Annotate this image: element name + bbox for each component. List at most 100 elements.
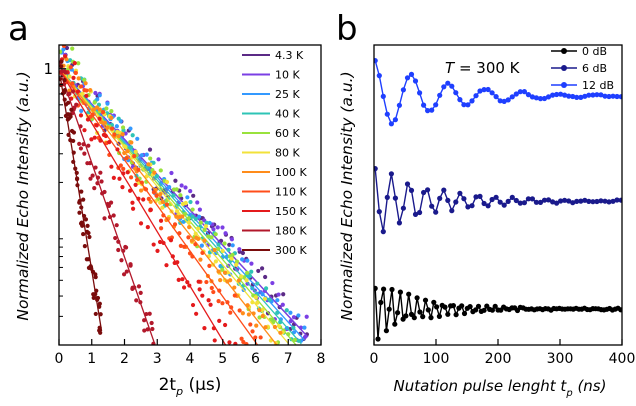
data-point <box>425 307 431 313</box>
data-point <box>521 200 528 206</box>
data-point <box>545 94 552 100</box>
data-point <box>525 92 532 98</box>
data-point <box>98 170 103 175</box>
data-point <box>594 198 600 205</box>
y-tick-label: 1 <box>43 60 53 78</box>
data-point <box>71 130 77 135</box>
data-point <box>155 248 160 254</box>
data-point <box>136 167 141 172</box>
data-point <box>606 199 612 205</box>
data-point <box>68 114 73 119</box>
data-point <box>99 179 104 184</box>
legend-marker <box>561 48 567 54</box>
data-point <box>83 81 88 86</box>
data-point <box>234 262 239 267</box>
data-point <box>582 197 588 203</box>
data-point <box>492 303 498 309</box>
data-point <box>257 315 262 320</box>
data-point <box>429 107 435 113</box>
data-point <box>78 146 84 151</box>
series-80-k <box>59 63 289 345</box>
data-point <box>82 128 87 133</box>
data-point <box>284 308 289 313</box>
data-point <box>212 247 217 253</box>
data-point <box>259 266 265 271</box>
data-point <box>397 289 403 295</box>
x-tick-label: 200 <box>485 351 512 367</box>
data-point <box>421 102 427 108</box>
data-point <box>497 98 503 104</box>
data-point <box>107 140 112 145</box>
data-point <box>461 196 467 202</box>
data-point <box>255 300 260 305</box>
data-point <box>97 116 102 121</box>
data-point <box>417 209 423 216</box>
data-point <box>93 165 98 170</box>
legend-marker <box>561 65 567 71</box>
data-point <box>240 257 245 262</box>
data-point <box>260 313 265 319</box>
x-tick-label: 100 <box>423 351 450 367</box>
data-point <box>374 285 378 291</box>
data-point <box>227 242 232 247</box>
data-point <box>206 298 211 303</box>
data-point <box>376 73 382 79</box>
data-point <box>529 196 536 202</box>
data-point <box>109 126 115 131</box>
data-point <box>146 162 151 167</box>
data-point <box>68 65 73 70</box>
legend-label: 80 K <box>275 147 300 160</box>
data-point <box>263 325 268 330</box>
data-point <box>425 108 431 114</box>
data-point <box>429 203 435 209</box>
data-point <box>404 181 411 187</box>
data-point <box>554 200 560 206</box>
data-point <box>614 197 620 203</box>
data-point <box>437 195 443 201</box>
x-tick-label: 0 <box>55 351 64 367</box>
data-point <box>525 196 532 202</box>
data-point <box>376 209 382 215</box>
data-point <box>217 318 222 323</box>
data-point <box>220 301 225 306</box>
data-point <box>156 157 161 162</box>
data-point <box>189 238 194 243</box>
data-point <box>493 194 499 200</box>
data-point <box>263 286 269 291</box>
data-point <box>618 307 622 313</box>
data-point <box>128 262 133 267</box>
data-point <box>406 291 412 297</box>
data-point <box>121 166 126 171</box>
data-point <box>160 205 165 210</box>
data-point <box>76 76 81 81</box>
data-point <box>149 320 154 326</box>
data-point <box>267 297 272 302</box>
data-point <box>453 90 459 96</box>
data-point <box>135 136 140 141</box>
data-point <box>513 91 519 97</box>
data-point <box>181 285 187 290</box>
data-point <box>395 310 401 316</box>
data-point <box>473 93 479 99</box>
data-point <box>196 279 201 284</box>
panel-a: 0 1 2 3 4 5 6 7 8 1 4.3 K 10 K 25 K 40 K 60 K 80 K 100 … <box>14 44 325 398</box>
data-point <box>164 202 170 207</box>
data-point <box>204 220 209 225</box>
data-point <box>501 202 507 208</box>
data-point <box>257 308 262 313</box>
data-point <box>116 116 121 121</box>
x-tick-label: 1 <box>87 351 96 367</box>
data-point <box>414 295 420 301</box>
data-point <box>193 216 198 222</box>
data-point <box>614 93 620 100</box>
data-point <box>128 126 133 131</box>
data-point <box>92 135 97 140</box>
data-point <box>240 250 245 256</box>
data-point <box>558 91 564 97</box>
fit-line <box>60 70 289 344</box>
data-point <box>171 193 176 198</box>
data-point <box>204 279 209 285</box>
data-point <box>209 285 214 291</box>
data-point <box>111 175 116 180</box>
data-point <box>147 147 153 152</box>
